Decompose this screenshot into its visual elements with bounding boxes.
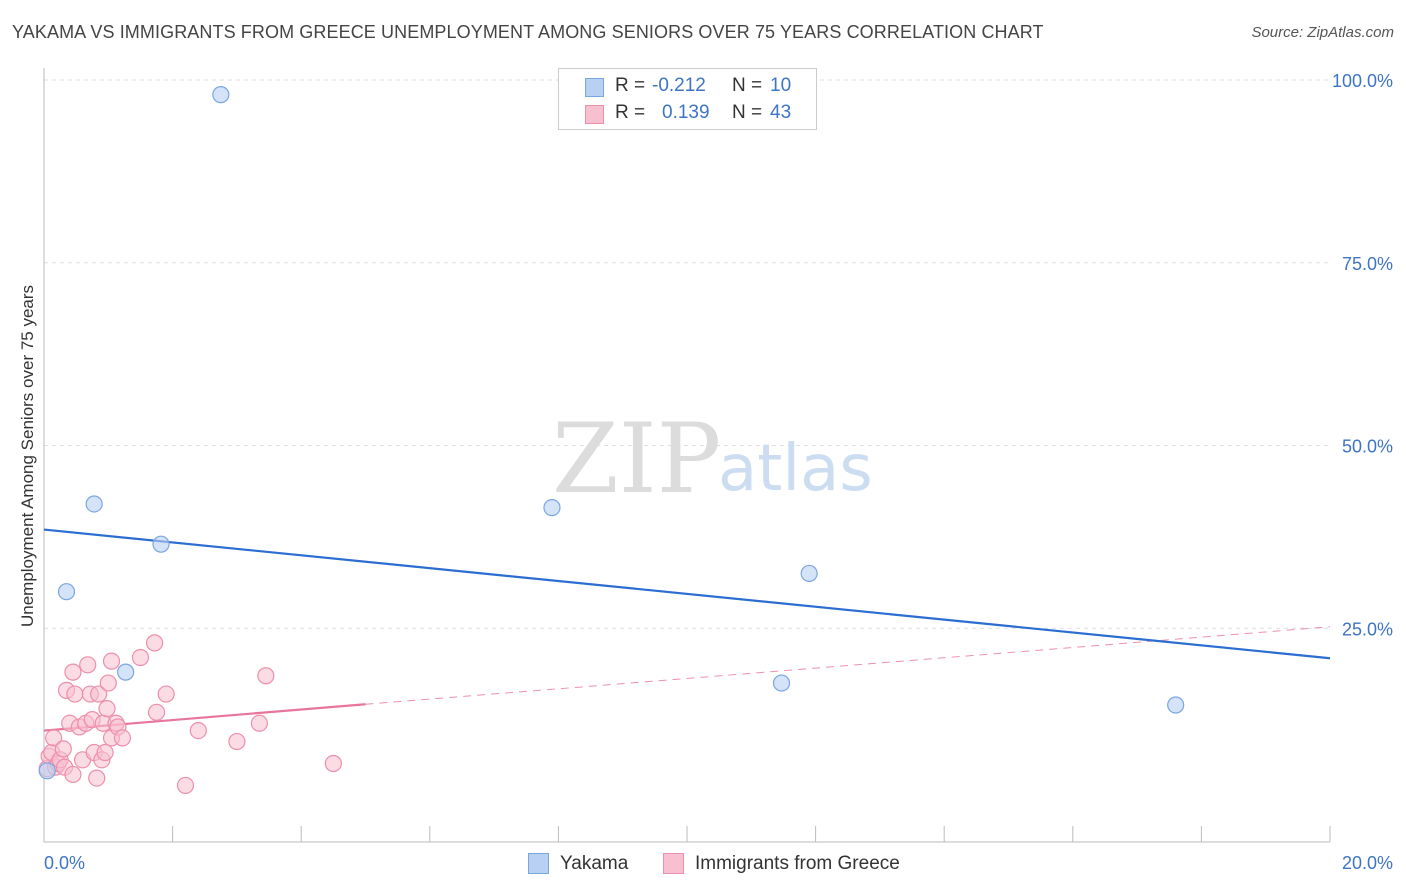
axes	[43, 68, 1331, 843]
y-tick-label: 25.0%	[1342, 619, 1393, 639]
point-greece	[189, 721, 207, 740]
point-yakama	[1167, 696, 1185, 714]
point-greece	[99, 674, 117, 692]
x-tick-label: 20.0%	[1342, 853, 1393, 873]
correlation-legend: R = -0.212 N = 10 R = 0.139 N = 43	[558, 68, 817, 130]
series-label-yakama: Yakama	[560, 853, 629, 874]
point-greece	[257, 667, 275, 685]
legend-n-label: N =	[732, 75, 763, 96]
point-greece	[45, 729, 63, 747]
point-greece	[64, 663, 82, 681]
legend-r-label: R =	[615, 102, 646, 123]
point-greece	[250, 714, 269, 732]
point-greece	[79, 656, 97, 674]
grid-lines	[44, 79, 1330, 629]
y-axis-title: Unemployment Among Seniors over 75 years	[18, 285, 37, 627]
point-greece	[145, 634, 164, 652]
y-tick-label: 75.0%	[1342, 254, 1393, 274]
trend-line-greece-extension	[365, 626, 1331, 705]
point-greece	[96, 743, 114, 762]
point-greece	[54, 740, 72, 758]
point-yakama	[772, 674, 791, 692]
trend-line-yakama	[43, 528, 1331, 660]
x-tick-labels: 0.0% 20.0%	[44, 853, 1393, 873]
point-yakama	[800, 564, 818, 583]
watermark: ZIP atlas	[552, 403, 873, 515]
point-greece	[90, 685, 108, 703]
legend-n-value: 43	[770, 102, 792, 123]
point-greece	[113, 729, 132, 747]
point-greece	[147, 703, 166, 721]
legend-swatch-greece	[585, 105, 604, 124]
point-greece	[98, 700, 116, 718]
series-swatch-yakama	[528, 853, 549, 874]
point-greece	[64, 765, 82, 784]
watermark-zip: ZIP	[552, 403, 721, 515]
legend-r-value: 0.139	[662, 102, 710, 123]
point-yakama	[57, 583, 76, 601]
point-greece	[157, 685, 175, 703]
point-greece	[102, 652, 121, 670]
legend-r-label: R =	[615, 75, 646, 96]
y-tick-labels: 25.0% 50.0% 75.0% 100.0%	[1332, 71, 1393, 639]
point-yakama	[212, 86, 230, 104]
watermark-atlas: atlas	[718, 432, 873, 506]
point-yakama	[543, 499, 561, 517]
point-yakama	[38, 762, 56, 780]
point-yakama	[85, 495, 103, 513]
point-greece	[66, 685, 84, 703]
point-greece	[324, 754, 342, 773]
y-tick-label: 100.0%	[1332, 71, 1393, 91]
y-tick-label: 50.0%	[1342, 437, 1393, 457]
points-yakama	[38, 86, 1185, 780]
point-greece	[88, 769, 106, 787]
chart-title: YAKAMA VS IMMIGRANTS FROM GREECE UNEMPLO…	[12, 22, 1044, 42]
source-credit: Source: ZipAtlas.com	[1251, 24, 1394, 41]
points-immigrants-from-greece	[38, 634, 342, 795]
legend-n-label: N =	[732, 102, 763, 123]
series-legend: Yakama Immigrants from Greece	[0, 852, 1406, 878]
point-greece	[228, 732, 246, 751]
legend-swatch-yakama	[585, 78, 604, 97]
series-swatch-greece	[663, 853, 684, 874]
trend-lines	[43, 528, 1331, 732]
point-greece	[131, 648, 150, 667]
legend-n-value: 10	[770, 75, 792, 96]
point-greece	[176, 776, 195, 795]
legend-r-value: -0.212	[652, 75, 706, 96]
x-tick-label: 0.0%	[44, 853, 85, 873]
point-yakama	[152, 535, 170, 553]
point-yakama	[117, 663, 135, 681]
series-label-greece: Immigrants from Greece	[695, 853, 900, 874]
